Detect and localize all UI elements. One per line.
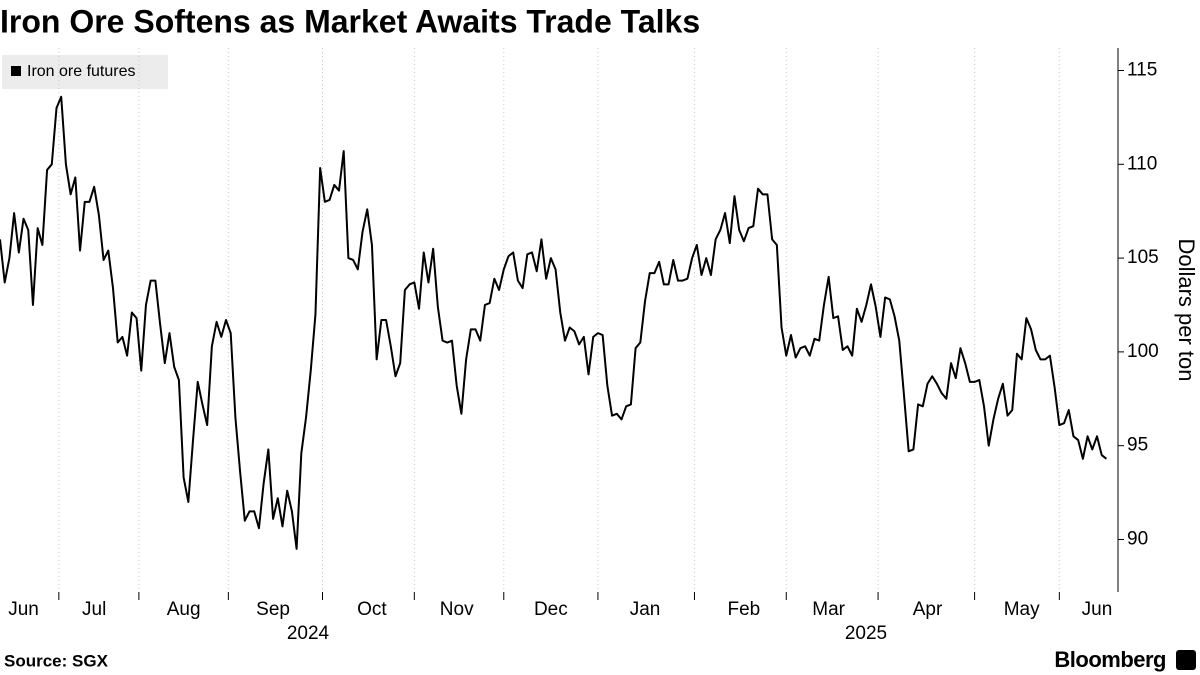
brand-icon (1176, 650, 1196, 670)
x-tick-label: Apr (913, 599, 943, 620)
x-tick-label: Dec (534, 599, 568, 620)
legend-label: Iron ore futures (27, 63, 136, 80)
x-tick-label: Jun (1082, 599, 1113, 620)
legend-box (2, 55, 168, 89)
y-tick-label: 100 (1127, 341, 1159, 362)
y-tick-label: 90 (1127, 528, 1148, 549)
x-tick-label: Jul (82, 599, 106, 620)
x-tick-label: Mar (812, 599, 845, 620)
source: Source: SGX (4, 651, 109, 670)
year-label: 2025 (845, 623, 887, 644)
legend-swatch (11, 66, 21, 76)
x-tick-label: May (1004, 599, 1040, 620)
chart-title: Iron Ore Softens as Market Awaits Trade … (0, 3, 700, 39)
y-tick-label: 115 (1127, 60, 1157, 81)
y-tick-label: 95 (1127, 435, 1148, 456)
y-tick-label: 110 (1127, 153, 1157, 174)
x-tick-label: Nov (440, 599, 474, 620)
year-label: 2024 (287, 623, 330, 644)
x-tick-label: Jun (8, 599, 39, 620)
brand: Bloomberg (1054, 647, 1166, 672)
x-tick-label: Oct (357, 599, 387, 620)
y-axis-label: Dollars per ton (1174, 238, 1199, 381)
x-tick-label: Feb (728, 599, 761, 620)
y-tick-label: 105 (1127, 247, 1159, 268)
x-tick-label: Jan (630, 599, 661, 620)
x-tick-label: Sep (256, 599, 290, 620)
series-line (0, 95, 1108, 550)
x-tick-label: Aug (167, 599, 201, 620)
